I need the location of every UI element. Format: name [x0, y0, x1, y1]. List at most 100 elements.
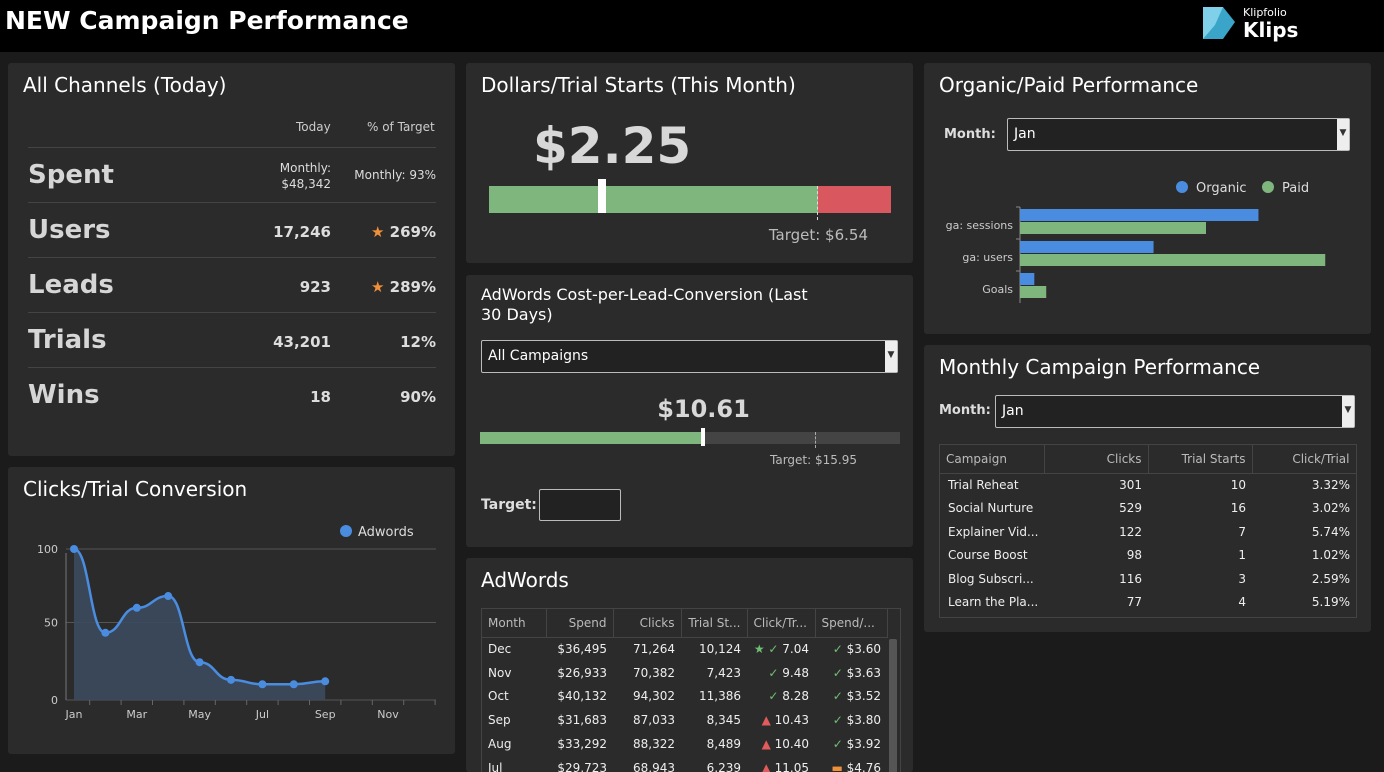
data-point[interactable]	[227, 675, 235, 684]
table-cell: ✓ $3.92	[815, 732, 887, 756]
table-row[interactable]: Social Nurture 529 16 3.02%	[940, 497, 1356, 521]
cell-value: 11.05	[774, 760, 809, 772]
table-cell: ▬ $4.76	[815, 756, 887, 772]
column-header[interactable]: Spend/...	[815, 609, 888, 638]
table-cell: $40,132	[557, 689, 607, 704]
adwords-table: Month Spend Clicks Trial St... Click/Tr... Sp…	[482, 609, 888, 772]
table-row[interactable]: Aug $33,292 88,322 8,489 ▲ 10.40 ✓ $3.92	[482, 732, 887, 756]
table-cell: $29,723	[557, 760, 607, 772]
channel-pct: 90%	[400, 388, 436, 406]
cell-value: 7.04	[782, 642, 809, 657]
campaign-select[interactable]: All Campaigns ▼	[481, 340, 898, 373]
table-row[interactable]: Blog Subscri... 116 3 2.59%	[940, 567, 1356, 591]
campaign-table: Campaign Clicks Trial Starts Click/Trial Tr…	[940, 445, 1356, 615]
data-point[interactable]	[321, 677, 330, 686]
chevron-down-icon[interactable]: ▼	[1342, 396, 1354, 427]
table-row[interactable]: Trial Reheat 301 10 3.32%	[940, 473, 1356, 497]
legend-marker	[340, 525, 352, 537]
panel-title-line1: AdWords Cost-per-Lead-Conversion (Last	[481, 285, 808, 304]
klipfolio-logo[interactable]: Klipfolio Klips	[1201, 5, 1301, 45]
bar-organic[interactable]	[1020, 241, 1154, 253]
table-row[interactable]: Jul $29,723 68,943 6,239 ▲ 11.05 ▬ $4.76	[482, 756, 887, 772]
check-icon: ✓	[832, 665, 847, 680]
column-header[interactable]: Month	[482, 609, 547, 638]
y-tick-label: 100	[37, 543, 58, 556]
table-row[interactable]: Oct $40,132 94,302 11,386 ✓ 8.28 ✓ $3.52	[482, 685, 887, 709]
table-cell: ✓ 8.28	[747, 685, 815, 709]
table-cell: 529	[1119, 501, 1142, 516]
column-header[interactable]: Click/Trial	[1252, 445, 1356, 474]
table-cell: 77	[1126, 595, 1142, 610]
table-row[interactable]: Course Boost 98 1 1.02%	[940, 544, 1356, 568]
table-row[interactable]: Dec $36,495 71,264 10,124 ★ ✓ 7.04 ✓ $3.60	[482, 637, 887, 661]
channel-row: Wins 18 90%	[28, 367, 436, 423]
column-header[interactable]: Clicks	[613, 609, 682, 638]
bar-paid[interactable]	[1020, 286, 1047, 298]
table-cell: 8,489	[706, 737, 741, 752]
bar-organic[interactable]	[1020, 273, 1035, 285]
cell-value: 8.28	[782, 689, 809, 704]
chevron-down-icon[interactable]: ▼	[885, 341, 897, 372]
channel-today-value: 18	[310, 388, 331, 406]
column-header[interactable]: Trial St...	[681, 609, 748, 638]
table-cell: ▲ 10.43	[747, 708, 815, 732]
table-cell: $36,495	[557, 642, 607, 657]
data-point[interactable]	[289, 680, 298, 689]
today-line2: $48,342	[281, 177, 331, 191]
cell-value: 9.48	[782, 665, 809, 680]
cell-value: $3.52	[846, 689, 881, 704]
data-point[interactable]	[70, 545, 78, 553]
table-row[interactable]: Learn the Pla... 77 4 5.19%	[940, 591, 1356, 615]
bar-over-target-zone	[818, 186, 891, 213]
data-point[interactable]	[258, 680, 267, 689]
panel-title: All Channels (Today)	[23, 73, 227, 97]
cpl-target-text: Target: $15.95	[770, 453, 857, 467]
value-marker	[598, 179, 606, 213]
cell-value: $3.92	[846, 737, 881, 752]
table-cell: 7,423	[706, 665, 741, 680]
target-label: Target:	[481, 497, 537, 513]
table-row[interactable]: Nov $26,933 70,382 7,423 ✓ 9.48 ✓ $3.63	[482, 661, 887, 685]
table-cell: Jul	[488, 760, 503, 772]
table-cell: 88,322	[633, 737, 675, 752]
column-header[interactable]: Click/Tr...	[747, 609, 816, 638]
star-icon: ★	[370, 223, 390, 241]
month-select[interactable]: Jan ▼	[995, 395, 1355, 428]
data-point[interactable]	[132, 603, 141, 612]
table-cell: 4	[1238, 595, 1246, 610]
panel-title: AdWords	[481, 568, 569, 592]
table-cell: ✓ 9.48	[747, 661, 815, 685]
y-tick-label: 50	[44, 617, 58, 630]
table-row[interactable]: Explainer Vid... 122 7 5.74%	[940, 520, 1356, 544]
column-header[interactable]: Campaign	[940, 445, 1045, 474]
data-point[interactable]	[195, 658, 204, 667]
bar-organic[interactable]	[1020, 209, 1259, 221]
channel-name: Users	[28, 215, 111, 245]
data-point[interactable]	[164, 592, 173, 601]
table-cell: 122	[1119, 524, 1142, 539]
table-cell: 70,382	[633, 665, 675, 680]
target-input[interactable]	[539, 489, 621, 521]
column-header[interactable]: Clicks	[1044, 445, 1149, 474]
table-cell: Explainer Vid...	[948, 524, 1039, 539]
bar-paid[interactable]	[1020, 222, 1206, 234]
x-tick-label: May	[188, 708, 211, 721]
cpl-panel: AdWords Cost-per-Lead-Conversion (Last 3…	[466, 275, 913, 547]
table-cell: 3	[1238, 571, 1246, 586]
channel-pct-value: 12%	[400, 333, 436, 351]
table-cell: 10	[1230, 478, 1246, 492]
bar-paid[interactable]	[1020, 254, 1326, 266]
column-header[interactable]: Trial Starts	[1148, 445, 1253, 474]
table-row[interactable]: Sep $31,683 87,033 8,345 ▲ 10.43 ✓ $3.80	[482, 708, 887, 732]
column-header[interactable]: Spend	[546, 609, 614, 638]
table-cell: 10,124	[699, 642, 741, 657]
top-bar: NEW Campaign Performance Klipfolio Klips	[0, 0, 1384, 52]
chevron-down-icon[interactable]: ▼	[1337, 119, 1349, 150]
scrollbar[interactable]	[889, 639, 897, 772]
klipfolio-logo-icon	[1203, 7, 1235, 39]
table-cell: Course Boost	[948, 548, 1028, 563]
today-line1: Monthly:	[279, 161, 331, 175]
data-point[interactable]	[101, 628, 110, 637]
warning-icon: ▲	[761, 737, 775, 752]
month-select[interactable]: Jan ▼	[1007, 118, 1350, 151]
